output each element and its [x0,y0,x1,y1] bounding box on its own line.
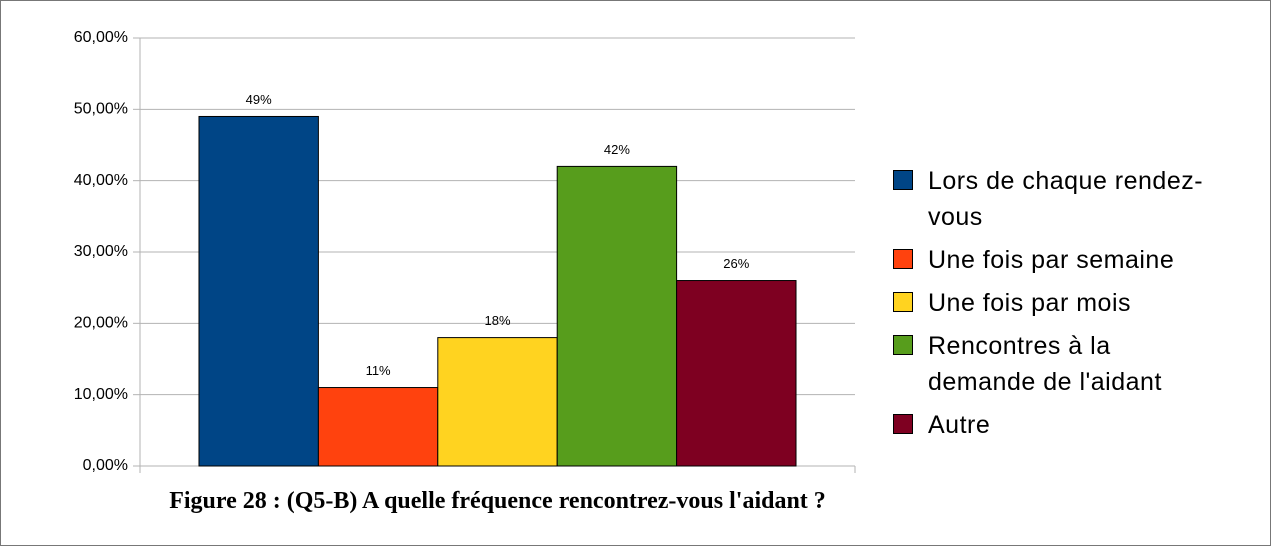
legend-swatch [893,335,913,355]
legend-item: Autre [893,407,1223,443]
y-tick-label: 50,00% [74,101,128,118]
y-tick-label: 60,00% [74,29,128,46]
data-label: 49% [246,92,272,107]
data-label: 11% [366,363,391,378]
bar [556,165,678,467]
legend-label: Une fois par mois [928,289,1132,317]
legend-item: Une fois par semaine [893,242,1223,278]
legend: Lors de chaque rendez-vous Une fois par s… [893,163,1223,450]
legend-swatch [893,292,913,312]
y-tick-label: 30,00% [74,243,128,260]
y-tick-label: 10,00% [74,386,128,403]
legend-swatch [893,414,913,434]
bar [676,280,797,467]
legend-label: Autre [928,411,991,439]
y-tick-label: 40,00% [74,172,128,189]
legend-item: Lors de chaque rendez-vous [893,163,1223,235]
data-label: 42% [604,142,630,157]
legend-swatch [893,170,913,190]
bar [437,337,558,467]
legend-label: Rencontres à la demande de l'aidant [928,332,1162,396]
data-label: 26% [723,256,749,271]
legend-item: Rencontres à la demande de l'aidant [893,328,1223,400]
y-tick-label: 20,00% [74,315,128,332]
chart-title: Figure 28 : (Q5-B) A quelle fréquence re… [169,488,826,514]
y-tick-label: 0,00% [83,457,128,474]
legend-label: Lors de chaque rendez-vous [928,167,1204,231]
legend-swatch [893,249,913,269]
bar [198,115,319,467]
legend-item: Une fois par mois [893,285,1223,321]
data-label: 18% [484,313,510,328]
bar [317,387,439,467]
legend-label: Une fois par semaine [928,246,1175,274]
